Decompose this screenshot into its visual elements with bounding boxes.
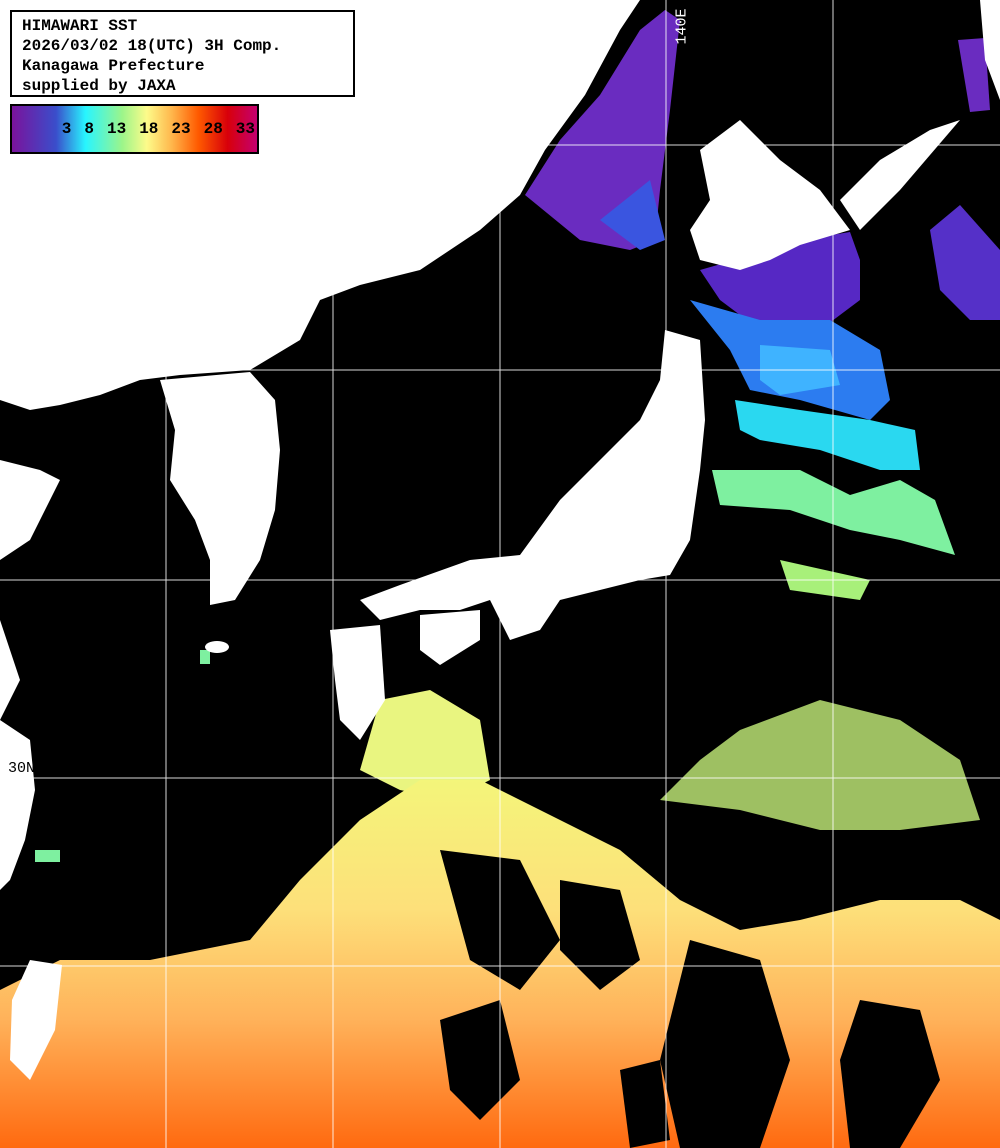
sst-pacific-speckle <box>660 700 980 830</box>
colorbar-tick: 13 <box>106 120 127 138</box>
land-asia <box>0 0 640 410</box>
credit-line: supplied by JAXA <box>22 77 176 95</box>
land-hokkaido <box>690 120 850 270</box>
land-china-coast <box>0 460 60 560</box>
sst-okhotsk <box>930 205 1000 320</box>
land-jeju <box>205 641 229 653</box>
land-sakhalin-kurils <box>840 120 960 230</box>
colorbar-tick: 3 <box>61 120 72 138</box>
land-taiwan <box>10 960 62 1080</box>
land-shikoku <box>420 610 480 665</box>
lat-label-30n: 30N <box>8 760 36 777</box>
lat-label-40n: 40N <box>6 352 34 369</box>
region-line: Kanagawa Prefecture <box>22 57 205 75</box>
land-honshu <box>360 330 705 640</box>
sst-pacific-cyan <box>735 400 920 470</box>
colorbar-legend: 3 8 13 18 23 28 33 <box>10 104 259 154</box>
lon-label-140e: 140E <box>673 8 691 45</box>
sst-sea-of-japan-cold <box>600 180 665 250</box>
colorbar-tick: 33 <box>235 120 255 138</box>
date-line: 2026/03/02 18(UTC) 3H Comp. <box>22 37 282 55</box>
land-kyushu <box>330 625 385 740</box>
sst-pacific-purple <box>700 232 860 330</box>
title-box: HIMAWARI SST 2026/03/02 18(UTC) 3H Comp.… <box>10 10 355 97</box>
land-island-ulleung <box>398 130 426 150</box>
land-sakhalin <box>980 0 1000 100</box>
title-line: HIMAWARI SST <box>22 17 138 35</box>
sst-small-1 <box>200 650 210 664</box>
colorbar-tick: 28 <box>203 120 223 138</box>
land <box>0 0 1000 1080</box>
land-china-south <box>0 620 35 890</box>
land-korea <box>160 372 280 605</box>
colorbar-tick: 18 <box>139 120 159 138</box>
colorbar-tick: 23 <box>171 120 191 138</box>
sst-small-2 <box>35 850 60 862</box>
sst-kuroshio-north <box>360 690 490 800</box>
colorbar-tick: 8 <box>84 120 94 138</box>
sst-okhotsk-n <box>958 38 990 112</box>
